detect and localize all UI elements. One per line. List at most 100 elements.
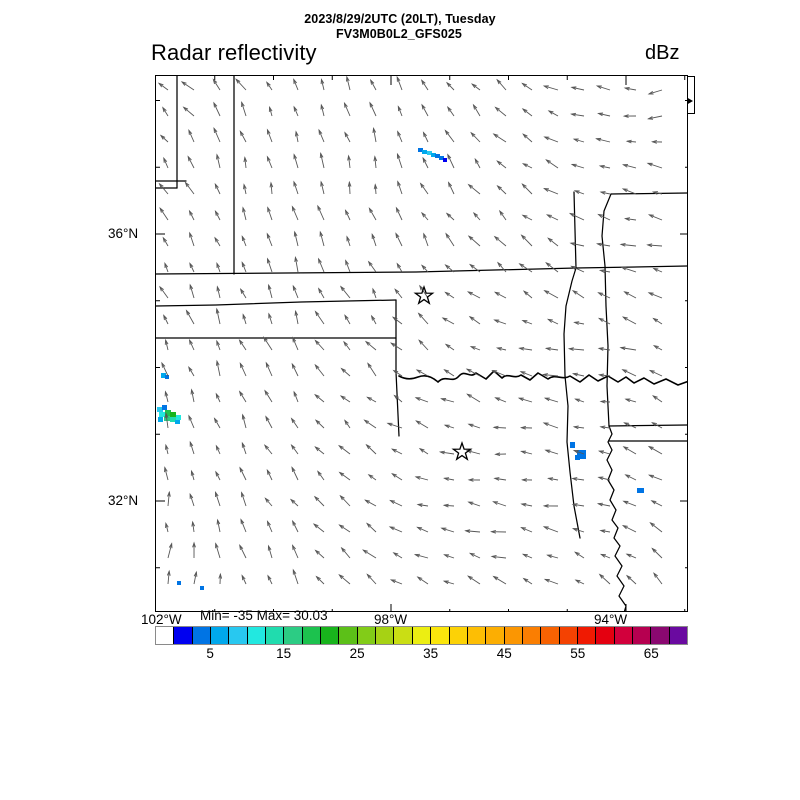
wind-vector <box>291 362 299 377</box>
colorbar-segment <box>632 627 652 644</box>
wind-vector <box>599 553 611 559</box>
wind-vector <box>162 236 169 247</box>
wind-vector <box>521 183 533 195</box>
radar-echo-cell <box>570 442 575 448</box>
wind-vector <box>389 499 403 507</box>
wind-vector <box>344 209 351 221</box>
colorbar-tick-label: 25 <box>349 646 365 661</box>
wind-vector <box>397 130 403 143</box>
wind-vector <box>494 452 507 457</box>
wind-vector <box>571 372 585 377</box>
wind-vector <box>366 573 377 585</box>
wind-vector <box>213 127 221 143</box>
wind-vector <box>522 290 533 299</box>
wind-vector <box>573 190 585 195</box>
wind-vector <box>469 346 481 351</box>
wind-vector <box>391 472 403 481</box>
wind-vector <box>397 180 403 195</box>
wind-vector <box>184 181 195 195</box>
wind-vector <box>238 338 247 351</box>
wind-vector <box>467 478 481 482</box>
wind-vector <box>339 494 351 507</box>
wind-vector <box>268 105 273 117</box>
wind-vector <box>314 393 325 403</box>
wind-vector <box>266 155 273 169</box>
wind-vector <box>518 263 533 273</box>
wind-vector <box>440 527 455 533</box>
wind-vector <box>417 312 429 325</box>
wind-vector <box>467 423 481 429</box>
map-plot-area[interactable] <box>155 75 688 612</box>
wind-vector <box>317 287 325 299</box>
wind-vector <box>625 553 637 559</box>
wind-vector <box>290 443 299 455</box>
wind-vector <box>264 497 273 507</box>
wind-vector <box>496 184 507 195</box>
wind-vector <box>520 450 533 455</box>
wind-vector <box>366 396 377 403</box>
colorbar-tick-label: 5 <box>206 646 214 661</box>
wind-vector <box>646 243 663 248</box>
wind-vector <box>597 373 611 378</box>
colorbar-segment <box>376 627 395 644</box>
colorbar-tick-label: 35 <box>423 646 439 661</box>
wind-vector <box>472 103 481 117</box>
wind-vector <box>369 78 377 91</box>
wind-vector <box>315 575 325 585</box>
wind-vector <box>416 526 429 533</box>
wind-vector <box>320 180 325 195</box>
wind-vector <box>520 234 533 247</box>
datetime-title: 2023/8/29/2UTC (20LT), Tuesday <box>304 12 496 26</box>
wind-vector <box>492 133 507 143</box>
wind-vector <box>574 398 585 403</box>
wind-vector <box>215 359 221 377</box>
colorbar-segment <box>247 627 267 644</box>
wind-vector <box>596 502 611 507</box>
wind-vector <box>569 242 585 247</box>
wind-vector <box>598 165 611 169</box>
wind-vector <box>521 108 533 117</box>
wind-vector <box>651 422 663 429</box>
wind-vector <box>188 366 195 377</box>
colorbar-tick-label: 65 <box>643 646 659 661</box>
border-mo-ar-north <box>610 192 687 195</box>
wind-vector <box>572 138 585 143</box>
wind-vector <box>414 397 429 403</box>
wind-vector <box>215 392 221 403</box>
wind-vector <box>496 160 507 169</box>
radar-echo-cell <box>431 153 436 157</box>
wind-vector <box>164 262 169 273</box>
wind-vector <box>215 444 221 455</box>
wind-vector <box>542 85 559 91</box>
wind-vector <box>518 346 533 351</box>
wind-vector <box>416 503 429 507</box>
radar-echo-cell <box>439 156 444 160</box>
wind-vector <box>465 449 481 455</box>
wind-vector <box>317 204 325 221</box>
wind-vector <box>651 140 663 144</box>
wind-vector <box>599 529 611 533</box>
wind-vector <box>158 182 169 195</box>
wind-vector <box>188 128 195 143</box>
wind-vector <box>343 340 351 351</box>
wind-vector <box>266 232 273 247</box>
wind-vector <box>621 188 637 195</box>
colorbar-segment <box>266 627 285 644</box>
wind-vector <box>571 503 585 507</box>
radar-echo-cell <box>575 455 580 460</box>
y-axis-tick-label-32n: 32°N <box>108 493 139 508</box>
wind-vector <box>268 312 273 325</box>
wind-vector <box>599 425 611 430</box>
wind-vector <box>373 183 378 195</box>
wind-vector <box>543 397 559 403</box>
wind-vector <box>317 470 325 481</box>
colorbar[interactable] <box>155 626 688 645</box>
colorbar-tick-label: 45 <box>496 646 512 661</box>
colorbar-segment <box>174 627 193 644</box>
wind-vector <box>649 521 663 533</box>
wind-vector <box>389 579 403 585</box>
wind-vector <box>517 397 533 403</box>
star-marker <box>413 285 435 305</box>
wind-vector <box>214 209 221 221</box>
wind-vector <box>446 81 455 91</box>
